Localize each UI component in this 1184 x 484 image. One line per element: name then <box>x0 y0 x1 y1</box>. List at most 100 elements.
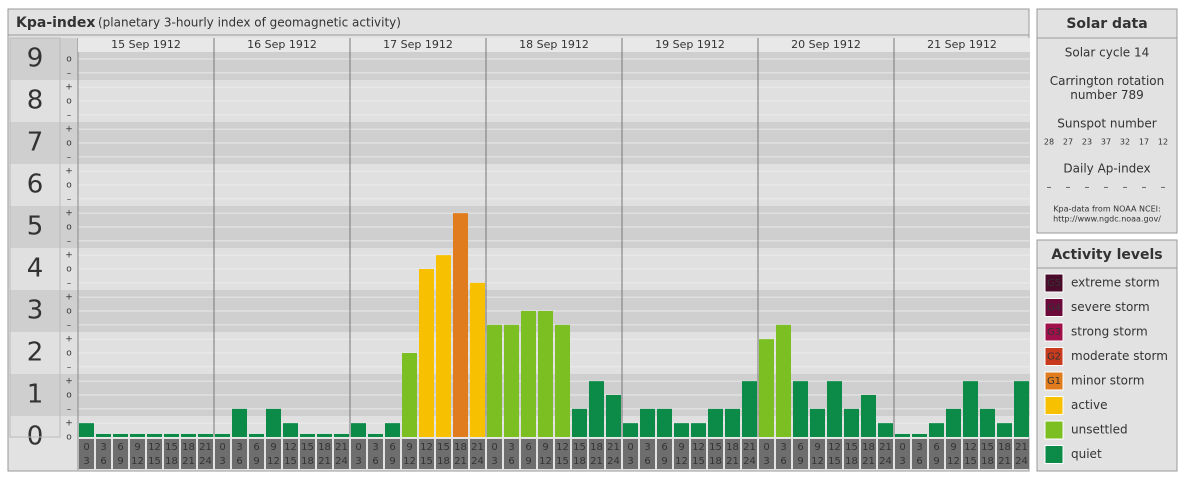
interval-to: 15 <box>964 456 977 467</box>
bar <box>164 434 179 437</box>
interval-to: 18 <box>437 456 450 467</box>
minor-tick-label: + <box>65 419 73 429</box>
interval-from: 15 <box>301 442 314 453</box>
solar-cycle: Solar cycle 14 <box>1065 46 1150 60</box>
legend-swatch <box>1044 420 1064 440</box>
source-url: http://www.ngdc.noaa.gov/ <box>1053 215 1161 224</box>
interval-to: 24 <box>335 456 348 467</box>
interval-from: 18 <box>590 442 603 453</box>
legend-badge: G2 <box>1047 352 1061 363</box>
label-column <box>9 37 61 438</box>
legend-swatch <box>1044 396 1064 415</box>
bar <box>572 408 587 437</box>
bar <box>147 434 162 437</box>
bar <box>453 213 468 437</box>
interval-box <box>164 439 179 469</box>
y-tick-label: 2 <box>27 338 44 368</box>
legend-swatch <box>1044 322 1064 342</box>
bar <box>283 423 298 437</box>
interval-from: 3 <box>508 442 514 453</box>
bar <box>487 324 502 437</box>
interval-to: 21 <box>590 456 603 467</box>
legend-swatch <box>1044 445 1064 464</box>
bar <box>334 434 349 437</box>
interval-from: 9 <box>950 442 956 453</box>
minor-tick-label: o <box>66 391 72 401</box>
ap-value: – <box>1085 182 1090 193</box>
interval-from: 6 <box>797 442 803 453</box>
interval-from: 15 <box>845 442 858 453</box>
interval-to: 21 <box>454 456 467 467</box>
bar <box>1014 381 1029 437</box>
interval-box <box>793 439 808 469</box>
sunspot-number: 23 <box>1082 138 1092 147</box>
interval-from: 9 <box>270 442 276 453</box>
day-label: 19 Sep 1912 <box>655 38 725 51</box>
interval-box <box>640 439 655 469</box>
interval-from: 12 <box>828 442 841 453</box>
bar <box>521 311 536 437</box>
levels-title: Activity levels <box>1051 247 1162 263</box>
interval-box <box>436 439 451 469</box>
interval-from: 21 <box>471 442 484 453</box>
interval-from: 0 <box>491 442 497 453</box>
day-header <box>758 38 894 52</box>
interval-box <box>402 439 417 469</box>
interval-to: 21 <box>318 456 331 467</box>
bar <box>691 423 706 437</box>
interval-from: 0 <box>83 442 89 453</box>
interval-to: 6 <box>372 456 378 467</box>
interval-to: 6 <box>508 456 514 467</box>
interval-from: 18 <box>998 442 1011 453</box>
interval-from: 6 <box>525 442 531 453</box>
y-tick-label: 1 <box>27 380 44 410</box>
interval-from: 21 <box>199 442 212 453</box>
interval-box <box>79 439 94 469</box>
legend-label: strong storm <box>1071 325 1148 339</box>
interval-box <box>487 439 502 469</box>
minor-tick-label: – <box>67 404 72 414</box>
minor-tick-label: o <box>66 139 72 149</box>
interval-box <box>266 439 281 469</box>
legend-badge: G4 <box>1047 303 1061 314</box>
interval-to: 12 <box>267 456 280 467</box>
interval-from: 6 <box>933 442 939 453</box>
source: Kpa-data from NOAA NCEI: <box>1053 205 1160 214</box>
interval-to: 21 <box>862 456 875 467</box>
interval-from: 3 <box>644 442 650 453</box>
interval-from: 6 <box>117 442 123 453</box>
interval-from: 12 <box>420 442 433 453</box>
interval-from: 15 <box>709 442 722 453</box>
interval-box <box>555 439 570 469</box>
interval-box <box>96 439 111 469</box>
interval-to: 24 <box>743 456 756 467</box>
bar <box>232 408 247 437</box>
interval-from: 18 <box>454 442 467 453</box>
interval-to: 3 <box>763 456 769 467</box>
interval-box <box>725 439 740 469</box>
interval-box <box>572 439 587 469</box>
interval-from: 9 <box>814 442 820 453</box>
bar <box>198 434 213 437</box>
interval-box <box>691 439 706 469</box>
chart-title: Kpa-index <box>16 15 95 31</box>
interval-to: 9 <box>661 456 667 467</box>
interval-to: 3 <box>355 456 361 467</box>
bar <box>827 381 842 437</box>
sunspot-title: Sunspot number <box>1057 117 1156 131</box>
interval-from: 0 <box>355 442 361 453</box>
interval-box <box>368 439 383 469</box>
interval-to: 9 <box>389 456 395 467</box>
interval-from: 21 <box>607 442 620 453</box>
bar <box>946 408 961 437</box>
legend-swatch <box>1044 371 1064 391</box>
bar <box>708 408 723 437</box>
interval-box <box>997 439 1012 469</box>
legend-label: unsettled <box>1071 423 1128 437</box>
interval-box <box>759 439 774 469</box>
interval-to: 18 <box>709 456 722 467</box>
interval-box <box>470 439 485 469</box>
interval-box <box>215 439 230 469</box>
legend-swatch <box>1044 347 1064 366</box>
day-header <box>78 38 214 52</box>
